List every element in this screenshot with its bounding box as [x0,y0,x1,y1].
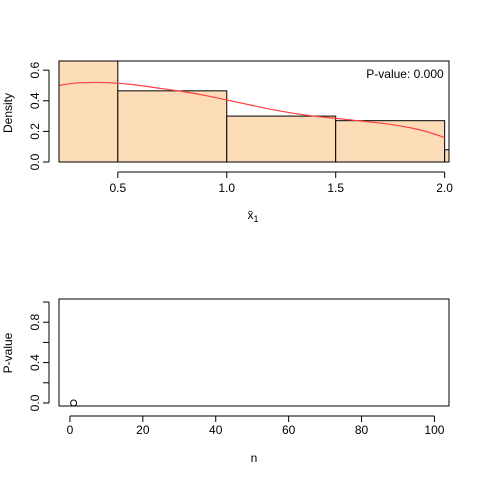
x-tick-label: 0.5 [109,181,126,195]
y-tick-label: 0.2 [28,123,42,140]
histogram-bar [58,60,119,163]
histogram-plot-box [58,60,450,163]
x-tick-label: 1.5 [327,181,344,195]
x-tick-label: 60 [282,423,296,437]
x-tick-label: 1.0 [218,181,235,195]
histogram-bars [58,60,450,163]
histogram-x-label-subscript: 1 [253,214,258,224]
p-value-plot-box [58,298,450,407]
x-tick-label: 100 [424,423,444,437]
p-value-points [70,399,78,407]
y-tick-label: 0.4 [28,92,42,109]
p-value-y-label: P-value [1,332,15,373]
x-tick-label: 80 [355,423,369,437]
density-curve-group [58,81,445,139]
p-value-y-axis: 0.0 0.4 0.8 [28,301,50,411]
y-tick-label: 0.0 [28,153,42,170]
y-tick-label: 0.0 [28,394,42,411]
x-tick-label: 40 [209,423,223,437]
x-tick-label: 20 [136,423,150,437]
y-tick-label: 0.4 [28,354,42,371]
p-value-panel: 0 20 40 60 80 100 0.0 0.4 0.8 P-value n [1,298,450,465]
y-tick-label: 0.6 [28,62,42,79]
y-tick-label: 0.8 [28,314,42,331]
histogram-bar [226,115,337,163]
histogram-bar [335,120,446,163]
histogram-bar [117,90,228,163]
histogram-y-label: Density [1,93,15,133]
p-value-annotation: P-value: 0.000 [366,67,444,81]
histogram-bar [444,149,450,163]
histogram-y-axis: 0.0 0.2 0.4 0.6 [28,62,50,170]
histogram-x-label: x̄1 [247,208,258,224]
x-tick-label: 0 [67,423,74,437]
density-curve [58,81,445,139]
histogram-x-axis: 0.5 1.0 1.5 2.0 [109,171,453,195]
x-tick-label: 2.0 [436,181,453,195]
p-value-point [70,399,78,407]
p-value-x-label: n [251,451,258,465]
p-value-x-axis: 0 20 40 60 80 100 [67,415,445,437]
histogram-x-label-main: x̄ [247,208,253,222]
histogram-panel: 0.5 1.0 1.5 2.0 0.0 0.2 0.4 0.6 Density x̄1 P-… [1,60,453,224]
